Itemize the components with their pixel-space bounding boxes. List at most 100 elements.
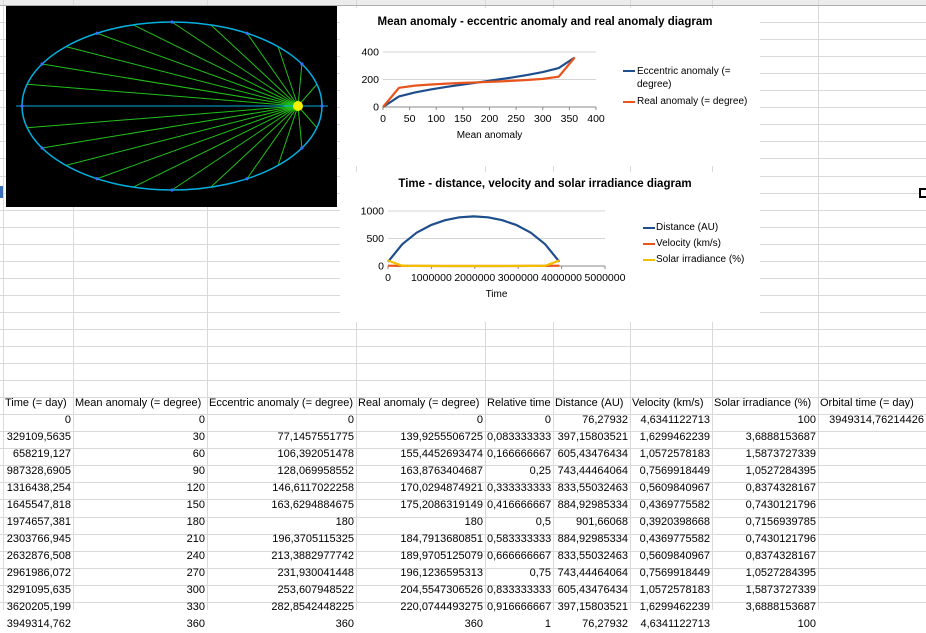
table-cell[interactable]: 189,9705125079 xyxy=(356,548,485,565)
table-cell[interactable]: 184,7913680851 xyxy=(356,531,485,548)
table-cell[interactable]: 833,55032463 xyxy=(553,548,630,565)
table-cell[interactable]: 1316438,254 xyxy=(3,480,73,497)
table-cell[interactable]: 0,583333333 xyxy=(485,531,553,548)
table-cell[interactable]: 2961986,072 xyxy=(3,565,73,582)
table-cell[interactable]: 90 xyxy=(73,463,207,480)
table-cell[interactable]: 146,6117022258 xyxy=(207,480,356,497)
table-cell[interactable]: 253,607948522 xyxy=(207,582,356,599)
table-cell[interactable]: 1,0527284395 xyxy=(712,565,818,582)
table-cell[interactable]: 0 xyxy=(356,412,485,429)
table-cell[interactable]: 0,75 xyxy=(485,565,553,582)
table-cell[interactable]: 76,27932 xyxy=(553,412,630,429)
table-cell[interactable]: 163,8763404687 xyxy=(356,463,485,480)
table-cell[interactable]: 4,6341122713 xyxy=(630,412,712,429)
table-cell[interactable]: 0,083333333 xyxy=(485,429,553,446)
table-cell[interactable]: 0,7430121796 xyxy=(712,531,818,548)
table-cell[interactable]: 329109,5635 xyxy=(3,429,73,446)
table-cell[interactable]: 901,66068 xyxy=(553,514,630,531)
table-cell[interactable]: 833,55032463 xyxy=(553,480,630,497)
table-cell[interactable]: 163,6294884675 xyxy=(207,497,356,514)
table-header-cell[interactable]: Distance (AU) xyxy=(553,395,630,412)
table-cell[interactable]: 1645547,818 xyxy=(3,497,73,514)
table-cell[interactable]: 0,166666667 xyxy=(485,446,553,463)
table-header-cell[interactable]: Orbital time (= day) xyxy=(818,395,926,412)
table-cell[interactable]: 0,916666667 xyxy=(485,599,553,616)
table-cell[interactable]: 106,392051478 xyxy=(207,446,356,463)
table-cell[interactable]: 270 xyxy=(73,565,207,582)
table-cell[interactable]: 3620205,199 xyxy=(3,599,73,616)
table-cell[interactable]: 2632876,508 xyxy=(3,548,73,565)
table-cell[interactable]: 240 xyxy=(73,548,207,565)
table-cell[interactable]: 180 xyxy=(356,514,485,531)
table-cell[interactable]: 1,6299462239 xyxy=(630,599,712,616)
table-cell[interactable]: 0,666666667 xyxy=(485,548,553,565)
table-cell[interactable]: 196,3705115325 xyxy=(207,531,356,548)
table-header-cell[interactable]: Eccentric anomaly (= degree) xyxy=(207,395,356,412)
table-cell[interactable]: 397,15803521 xyxy=(553,429,630,446)
table-cell[interactable]: 3949314,762 xyxy=(3,616,73,633)
table-cell[interactable]: 0,333333333 xyxy=(485,480,553,497)
table-cell[interactable]: 0,7156939785 xyxy=(712,514,818,531)
table-cell[interactable]: 2303766,945 xyxy=(3,531,73,548)
table-cell[interactable]: 1,0572578183 xyxy=(630,446,712,463)
table-cell[interactable]: 220,0744493275 xyxy=(356,599,485,616)
table-header-cell[interactable]: Real anomaly (= degree) xyxy=(356,395,485,412)
table-cell[interactable]: 0,833333333 xyxy=(485,582,553,599)
table-cell[interactable]: 987328,6905 xyxy=(3,463,73,480)
table-cell[interactable]: 1974657,381 xyxy=(3,514,73,531)
table-cell[interactable]: 3949314,76214426 xyxy=(818,412,926,429)
table-cell[interactable]: 3,6888153687 xyxy=(712,429,818,446)
table-header-cell[interactable]: Solar irradiance (%) xyxy=(712,395,818,412)
table-cell[interactable]: 150 xyxy=(73,497,207,514)
table-cell[interactable]: 231,930041448 xyxy=(207,565,356,582)
table-cell[interactable]: 330 xyxy=(73,599,207,616)
table-cell[interactable]: 100 xyxy=(712,412,818,429)
table-cell[interactable]: 0,8374328167 xyxy=(712,480,818,497)
table-cell[interactable]: 76,27932 xyxy=(553,616,630,633)
table-cell[interactable]: 605,43476434 xyxy=(553,582,630,599)
table-cell[interactable]: 77,1457551775 xyxy=(207,429,356,446)
table-cell[interactable]: 30 xyxy=(73,429,207,446)
table-cell[interactable]: 4,6341122713 xyxy=(630,616,712,633)
table-cell[interactable]: 100 xyxy=(712,616,818,633)
table-cell[interactable]: 0,7569918449 xyxy=(630,565,712,582)
table-cell[interactable]: 210 xyxy=(73,531,207,548)
table-cell[interactable]: 743,44464064 xyxy=(553,565,630,582)
table-cell[interactable]: 1,5873727339 xyxy=(712,582,818,599)
table-cell[interactable]: 0,5609840967 xyxy=(630,548,712,565)
table-cell[interactable]: 0,7569918449 xyxy=(630,463,712,480)
table-cell[interactable]: 0,5609840967 xyxy=(630,480,712,497)
table-cell[interactable]: 139,9255506725 xyxy=(356,429,485,446)
table-cell[interactable]: 1,6299462239 xyxy=(630,429,712,446)
table-header-cell[interactable]: Relative time xyxy=(485,395,553,412)
table-cell[interactable]: 0,4369775582 xyxy=(630,531,712,548)
table-cell[interactable]: 300 xyxy=(73,582,207,599)
table-cell[interactable]: 884,92985334 xyxy=(553,497,630,514)
table-cell[interactable]: 170,0294874921 xyxy=(356,480,485,497)
table-cell[interactable]: 196,1236595313 xyxy=(356,565,485,582)
table-cell[interactable]: 658219,127 xyxy=(3,446,73,463)
table-cell[interactable]: 0 xyxy=(207,412,356,429)
table-cell[interactable]: 0,3920398668 xyxy=(630,514,712,531)
table-cell[interactable]: 0 xyxy=(73,412,207,429)
table-header-cell[interactable]: Time (= day) xyxy=(3,395,73,412)
table-cell[interactable]: 1,0572578183 xyxy=(630,582,712,599)
table-cell[interactable]: 213,3882977742 xyxy=(207,548,356,565)
table-cell[interactable]: 120 xyxy=(73,480,207,497)
table-cell[interactable]: 397,15803521 xyxy=(553,599,630,616)
table-cell[interactable]: 884,92985334 xyxy=(553,531,630,548)
table-cell[interactable]: 175,2086319149 xyxy=(356,497,485,514)
table-cell[interactable]: 204,5547306526 xyxy=(356,582,485,599)
table-cell[interactable]: 128,069958552 xyxy=(207,463,356,480)
table-cell[interactable]: 180 xyxy=(207,514,356,531)
table-cell[interactable]: 0 xyxy=(3,412,73,429)
table-cell[interactable]: 743,44464064 xyxy=(553,463,630,480)
table-cell[interactable]: 0,25 xyxy=(485,463,553,480)
table-cell[interactable]: 360 xyxy=(207,616,356,633)
table-cell[interactable]: 180 xyxy=(73,514,207,531)
table-cell[interactable]: 0,7430121796 xyxy=(712,497,818,514)
table-cell[interactable]: 605,43476434 xyxy=(553,446,630,463)
table-cell[interactable]: 3291095,635 xyxy=(3,582,73,599)
table-cell[interactable]: 360 xyxy=(73,616,207,633)
table-cell[interactable]: 0,8374328167 xyxy=(712,548,818,565)
